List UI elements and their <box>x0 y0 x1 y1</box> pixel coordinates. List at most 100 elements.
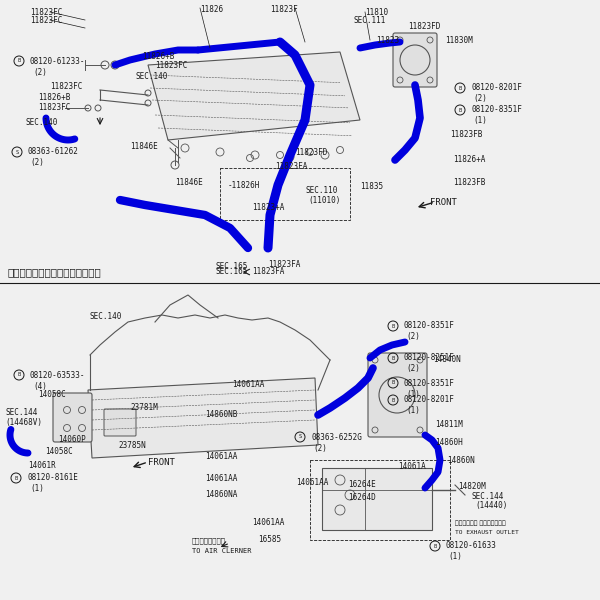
Text: 11823FB: 11823FB <box>453 178 485 187</box>
Text: 14860H: 14860H <box>435 438 463 447</box>
Text: 23785N: 23785N <box>118 441 146 450</box>
Text: (4): (4) <box>33 382 47 391</box>
Text: (1): (1) <box>448 553 462 562</box>
Text: B: B <box>458 107 461 113</box>
Text: 11823FA: 11823FA <box>268 260 301 269</box>
Text: 11810: 11810 <box>365 8 388 17</box>
Text: 23781M: 23781M <box>130 403 158 412</box>
Text: B: B <box>391 397 395 403</box>
Text: SEC.110: SEC.110 <box>305 186 337 195</box>
Text: エアークリーナへ: エアークリーナへ <box>192 537 226 544</box>
Text: 11823: 11823 <box>376 36 399 45</box>
Text: 08120-63533-: 08120-63533- <box>30 370 86 379</box>
Bar <box>310 460 450 540</box>
Text: B: B <box>458 85 461 91</box>
Text: SEC.165: SEC.165 <box>216 268 248 277</box>
Polygon shape <box>88 378 318 458</box>
Text: 08363-6252G: 08363-6252G <box>311 433 362 442</box>
Text: 11823FA: 11823FA <box>275 162 307 171</box>
Text: FRONT: FRONT <box>148 458 175 467</box>
Text: 11826: 11826 <box>200 5 223 14</box>
Text: 14840N: 14840N <box>433 355 461 364</box>
Text: 08120-8351F: 08120-8351F <box>404 322 455 331</box>
Text: B: B <box>391 380 395 385</box>
Bar <box>322 468 432 530</box>
Text: 11823FC: 11823FC <box>155 61 187 70</box>
Text: B: B <box>17 58 20 64</box>
Text: 11823FD: 11823FD <box>408 22 440 31</box>
Text: 14860NA: 14860NA <box>205 490 238 499</box>
Text: TO AIR CLERNER: TO AIR CLERNER <box>192 548 251 554</box>
Text: 14860NB: 14860NB <box>205 410 238 419</box>
Text: 14061AA: 14061AA <box>205 474 238 483</box>
Text: B: B <box>14 475 17 481</box>
Text: SEC.140: SEC.140 <box>90 312 122 321</box>
Text: 14061AA: 14061AA <box>252 518 284 527</box>
Text: 08120-8161E: 08120-8161E <box>27 473 78 482</box>
Text: 11835: 11835 <box>360 182 383 191</box>
Text: 14061AA: 14061AA <box>232 380 265 389</box>
Text: SEC.111: SEC.111 <box>353 16 385 25</box>
Text: S: S <box>16 149 19 154</box>
Text: エキゾースト アウトレットへ: エキゾースト アウトレットへ <box>455 520 506 526</box>
Text: 11826+A: 11826+A <box>453 155 485 164</box>
Text: (2): (2) <box>33 67 47 76</box>
FancyBboxPatch shape <box>368 353 427 437</box>
FancyBboxPatch shape <box>104 409 136 436</box>
Text: SEC.140: SEC.140 <box>25 118 58 127</box>
Text: 11846E: 11846E <box>130 142 158 151</box>
Text: 08120-8351F: 08120-8351F <box>404 379 455 388</box>
Text: TO EXHAUST OUTLET: TO EXHAUST OUTLET <box>455 530 519 535</box>
Text: FRONT: FRONT <box>430 198 457 207</box>
Text: B: B <box>391 323 395 329</box>
Text: 14060P: 14060P <box>58 435 86 444</box>
Text: (1): (1) <box>406 389 420 398</box>
Text: 14811M: 14811M <box>435 420 463 429</box>
Text: 08120-61633: 08120-61633 <box>446 541 497 551</box>
Text: (1): (1) <box>30 485 44 493</box>
Text: 11823FC: 11823FC <box>50 82 82 91</box>
Text: B: B <box>433 544 437 548</box>
Text: (2): (2) <box>313 443 327 452</box>
Text: 14058C: 14058C <box>45 447 73 456</box>
Text: 14061AA: 14061AA <box>205 452 238 461</box>
Text: 11823+A: 11823+A <box>252 203 284 212</box>
Text: 純正ホースのオリフィスを再使用: 純正ホースのオリフィスを再使用 <box>8 267 102 277</box>
Text: 08120-8201F: 08120-8201F <box>404 395 455 404</box>
Text: 08120-8201F: 08120-8201F <box>471 83 522 92</box>
Text: -11826H: -11826H <box>228 181 260 190</box>
Text: 14860N: 14860N <box>447 456 475 465</box>
Text: 14061A: 14061A <box>398 462 426 471</box>
Text: SEC.144: SEC.144 <box>5 408 37 417</box>
Text: 14061AA: 14061AA <box>296 478 328 487</box>
Text: SEC.144: SEC.144 <box>472 492 505 501</box>
Text: 08363-61262: 08363-61262 <box>28 148 79 157</box>
FancyBboxPatch shape <box>53 393 92 442</box>
Text: 08120-61233-: 08120-61233- <box>30 56 86 65</box>
Text: (2): (2) <box>30 158 44 167</box>
Text: B: B <box>391 355 395 361</box>
Text: 11823FB: 11823FB <box>450 130 482 139</box>
Text: SEC.165: SEC.165 <box>215 262 247 271</box>
Text: (14440): (14440) <box>475 501 508 510</box>
Text: 14058C: 14058C <box>38 390 66 399</box>
Text: 14820M: 14820M <box>458 482 486 491</box>
Text: 11823FA: 11823FA <box>252 268 284 277</box>
Text: (14468V): (14468V) <box>5 418 42 427</box>
Text: (11010): (11010) <box>308 196 340 205</box>
Polygon shape <box>148 52 360 140</box>
Text: 11823FC: 11823FC <box>30 8 62 17</box>
Text: 16264E: 16264E <box>348 480 376 489</box>
Text: 16264D: 16264D <box>348 493 376 502</box>
FancyBboxPatch shape <box>393 33 437 87</box>
Text: 11826+B: 11826+B <box>142 52 175 61</box>
Text: 08120-8251F: 08120-8251F <box>404 353 455 362</box>
Text: 08120-8351F: 08120-8351F <box>471 106 522 115</box>
Text: (2): (2) <box>473 94 487 103</box>
Text: 11846E: 11846E <box>175 178 203 187</box>
Text: (2): (2) <box>406 364 420 373</box>
Text: 11823F: 11823F <box>270 5 298 14</box>
Bar <box>220 168 350 220</box>
Text: 11823FD: 11823FD <box>295 148 328 157</box>
Text: 11823FC: 11823FC <box>30 16 62 25</box>
